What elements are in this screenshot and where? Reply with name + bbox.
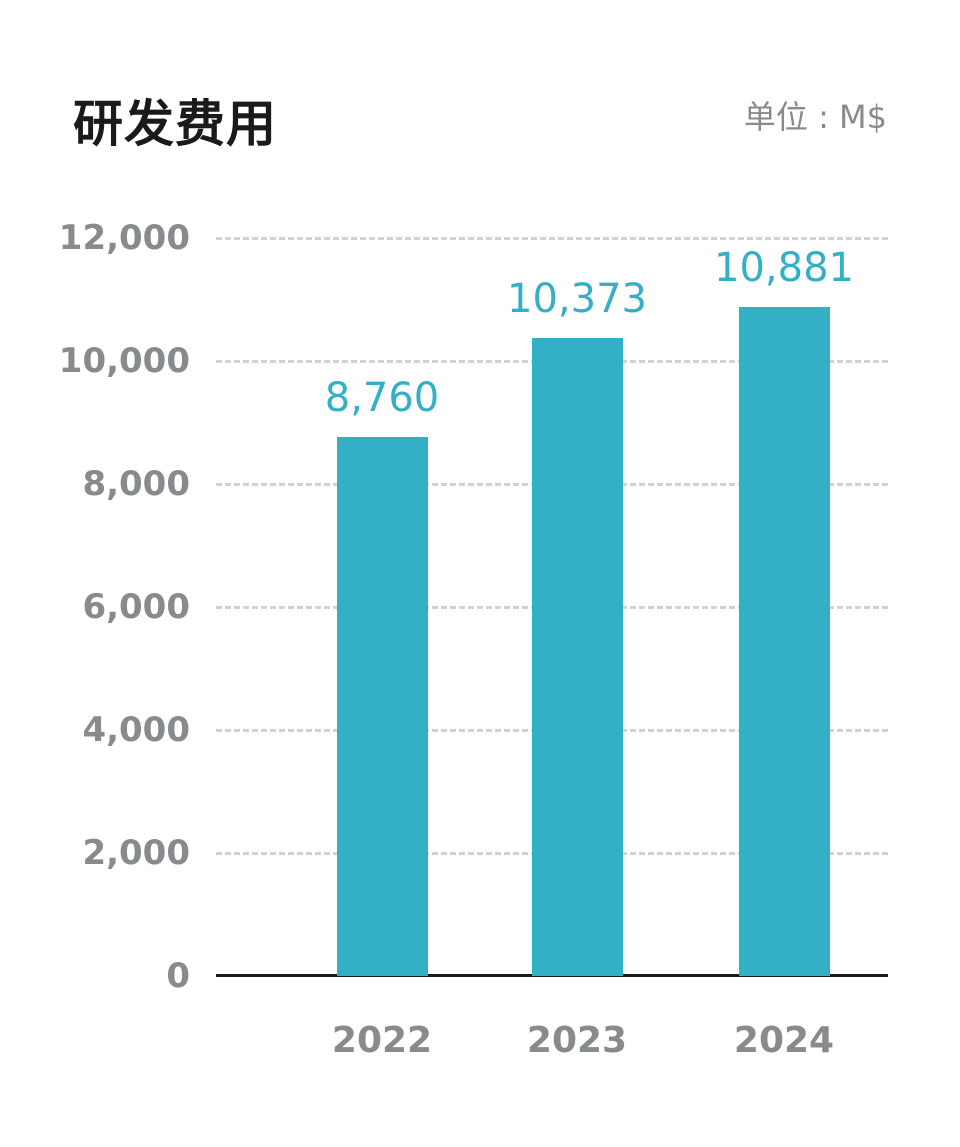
y-tick-label: 6,000 (82, 587, 190, 627)
y-tick-label: 4,000 (82, 710, 190, 750)
y-tick-label: 0 (166, 956, 190, 996)
unit-label: 单位 : M$ (743, 98, 887, 136)
bar-value-label: 10,373 (507, 276, 647, 323)
bar-value-label: 8,760 (324, 375, 440, 422)
x-tick-label: 2024 (733, 1020, 835, 1061)
x-tick-label: 2023 (526, 1020, 628, 1061)
bar-2024 (739, 306, 830, 976)
y-tick-label: 10,000 (58, 341, 190, 381)
bar-value-label: 10,881 (714, 244, 854, 291)
bar-2023 (532, 338, 623, 976)
y-tick-label: 12,000 (58, 218, 190, 258)
y-tick-label: 8,000 (82, 464, 190, 504)
y-tick-label: 2,000 (82, 833, 190, 873)
chart-title: 研发费用 (73, 95, 277, 153)
bar-2022 (337, 437, 428, 976)
gridline (216, 237, 888, 240)
x-tick-label: 2022 (331, 1020, 433, 1061)
